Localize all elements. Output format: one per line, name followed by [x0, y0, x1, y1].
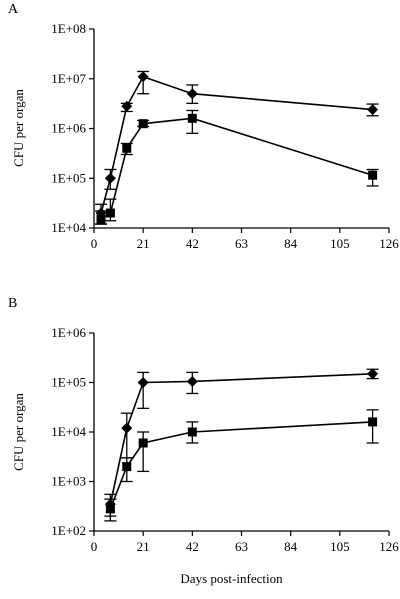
data-point-square — [122, 143, 132, 153]
data-point-square — [187, 427, 197, 437]
data-point-square — [96, 214, 106, 224]
y-tick-label: 1E+03 — [51, 474, 86, 489]
x-tick-label: 105 — [330, 539, 350, 554]
data-point-diamond — [121, 422, 133, 434]
data-point-square — [105, 208, 115, 218]
x-tick-label: 0 — [91, 539, 98, 554]
y-tick-label: 1E+05 — [51, 170, 86, 185]
panel-label: A — [8, 2, 19, 17]
series-diamond — [104, 368, 379, 517]
y-tick-label: 1E+06 — [51, 121, 86, 136]
data-point-square — [187, 113, 197, 123]
y-tick-label: 1E+02 — [51, 523, 86, 538]
x-tick-label: 126 — [379, 539, 399, 554]
series-square — [95, 109, 379, 225]
x-tick-label: 126 — [379, 236, 399, 251]
y-tick-label: 1E+06 — [51, 325, 86, 340]
x-tick-label: 105 — [330, 236, 350, 251]
data-point-square — [122, 462, 132, 472]
data-point-diamond — [367, 368, 379, 380]
y-axis-title: CFU per organ — [11, 89, 26, 167]
data-point-square — [138, 119, 148, 129]
x-axis-title: Days post-infection — [180, 571, 283, 586]
data-point-square — [105, 504, 115, 514]
data-point-diamond — [137, 377, 149, 388]
x-tick-label: 0 — [91, 236, 98, 251]
x-tick-label: 63 — [235, 236, 248, 251]
data-point-square — [138, 438, 148, 448]
series-diamond — [95, 70, 379, 225]
data-point-diamond — [186, 88, 198, 100]
y-axis-title: CFU per organ — [11, 393, 26, 471]
y-tick-label: 1E+07 — [51, 71, 86, 86]
chart-panel-b: B 1E+02 1E+03 1E+04 1E+05 1E+06 0 21 42 63 84 105 12… — [8, 296, 399, 586]
series-line — [109, 372, 373, 505]
series-line — [100, 75, 373, 214]
x-tick-label: 21 — [137, 236, 150, 251]
y-tick-label: 1E+04 — [51, 424, 86, 439]
chart-panel-a: A 1E+04 1E+05 1E+06 1E+07 1E+08 0 21 42 63 84 105 12… — [8, 2, 399, 251]
data-point-diamond — [186, 375, 198, 387]
y-tick-label: 1E+05 — [51, 375, 86, 390]
series-line — [100, 117, 373, 220]
x-tick-label: 84 — [284, 236, 298, 251]
x-tick-label: 42 — [186, 539, 199, 554]
series-line — [109, 421, 373, 510]
data-point-diamond — [121, 100, 133, 112]
data-point-square — [368, 417, 378, 427]
y-tick-label: 1E+08 — [51, 21, 86, 36]
x-tick-label: 63 — [235, 539, 248, 554]
panel-label: B — [8, 296, 17, 311]
data-point-diamond — [104, 172, 116, 184]
data-point-square — [368, 170, 378, 180]
series-square — [104, 409, 379, 522]
data-point-diamond — [137, 71, 149, 83]
x-tick-label: 42 — [186, 236, 199, 251]
data-point-diamond — [367, 104, 379, 116]
x-tick-label: 84 — [284, 539, 298, 554]
y-tick-label: 1E+04 — [51, 220, 86, 235]
x-tick-label: 21 — [137, 539, 150, 554]
